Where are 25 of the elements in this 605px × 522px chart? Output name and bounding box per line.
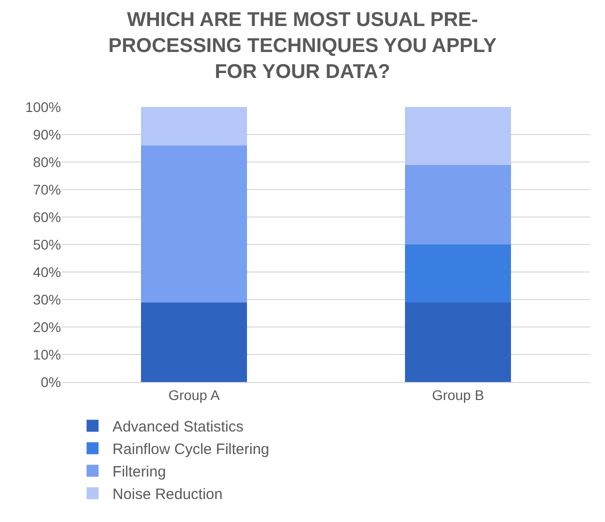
legend-label: Rainflow Cycle Filtering <box>112 441 270 458</box>
bar <box>141 107 247 146</box>
x-tick-label: Group A <box>168 386 220 403</box>
y-tick-label: 30% <box>32 291 61 308</box>
bar <box>405 107 511 165</box>
x-tick-label: Group B <box>432 386 484 403</box>
y-tick-label: 0% <box>40 374 61 390</box>
y-tick-label: 100% <box>25 98 61 115</box>
y-tick-label: 50% <box>32 236 61 252</box>
bar <box>405 302 511 382</box>
y-tick-label: 10% <box>32 346 61 362</box>
y-tick-label: 20% <box>32 318 61 335</box>
bar <box>141 302 247 382</box>
legend-label: Noise Reduction <box>112 486 223 504</box>
y-tick-label: 60% <box>32 208 61 225</box>
legend-label: Advanced Statistics <box>112 418 244 436</box>
y-tick-label: 70% <box>32 181 61 198</box>
y-tick-label: 90% <box>32 126 61 142</box>
bar <box>141 146 247 302</box>
y-tick-label: 80% <box>32 154 61 170</box>
legend-label: Filtering <box>112 464 166 481</box>
bar <box>405 244 511 302</box>
y-tick-label: 40% <box>32 264 61 280</box>
chart-title: WHICH ARE THE MOST USUAL PRE-PROCESSING TECHNIQUES YOU APPLY FOR YOUR DATA? <box>108 9 498 84</box>
bar <box>405 164 511 244</box>
